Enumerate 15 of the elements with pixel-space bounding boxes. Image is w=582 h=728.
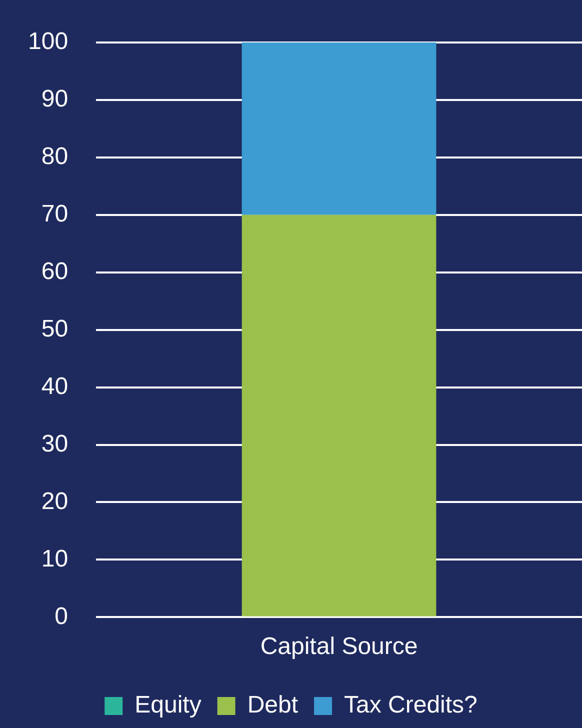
y-tick-label: 50 [41, 315, 68, 342]
y-tick-label: 10 [41, 545, 68, 572]
legend-label: Equity [134, 692, 202, 719]
y-tick-label: 80 [41, 142, 68, 170]
y-tick-label: 70 [41, 200, 68, 228]
y-tick-label: 0 [54, 602, 68, 630]
y-tick-label: 60 [41, 258, 68, 285]
legend-label: Tax Credits? [344, 692, 478, 719]
legend-label: Debt [247, 692, 298, 719]
x-tick-label: Capital Source [260, 633, 418, 660]
y-tick-label: 90 [41, 86, 68, 113]
y-tick-label: 40 [41, 372, 68, 400]
y-tick-label: 30 [41, 430, 68, 458]
y-tick-label: 20 [41, 488, 68, 515]
y-tick-label: 100 [28, 28, 68, 56]
